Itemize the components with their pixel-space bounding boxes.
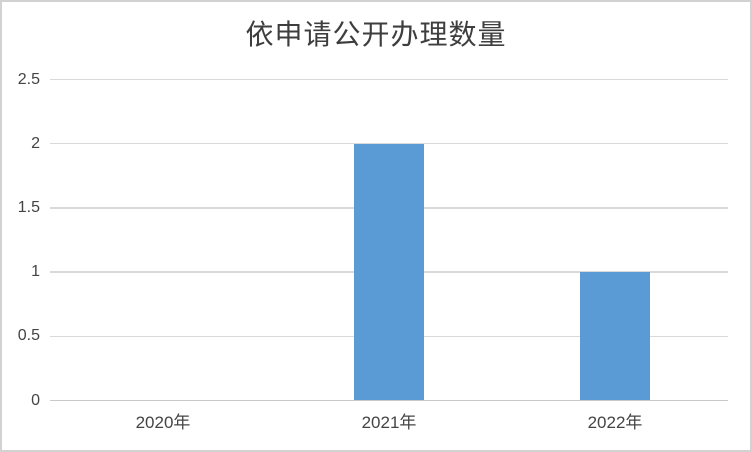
chart-title: 依申请公开办理数量 xyxy=(245,18,507,51)
x-tick-label: 2021年 xyxy=(361,413,417,432)
x-tick-label: 2022年 xyxy=(587,413,643,432)
x-axis-line xyxy=(50,399,728,402)
y-tick-label: 2.5 xyxy=(17,70,40,88)
bar-2022年 xyxy=(580,272,650,401)
y-tick-label: 0.5 xyxy=(17,327,40,345)
gridline xyxy=(50,78,728,81)
x-tick-label: 2020年 xyxy=(135,413,191,432)
y-tick-label: 1.5 xyxy=(17,198,40,216)
bar-2021年 xyxy=(354,143,424,401)
y-tick-label: 2 xyxy=(31,134,40,152)
y-tick-label: 1 xyxy=(31,263,40,281)
y-tick-label: 0 xyxy=(31,391,40,409)
